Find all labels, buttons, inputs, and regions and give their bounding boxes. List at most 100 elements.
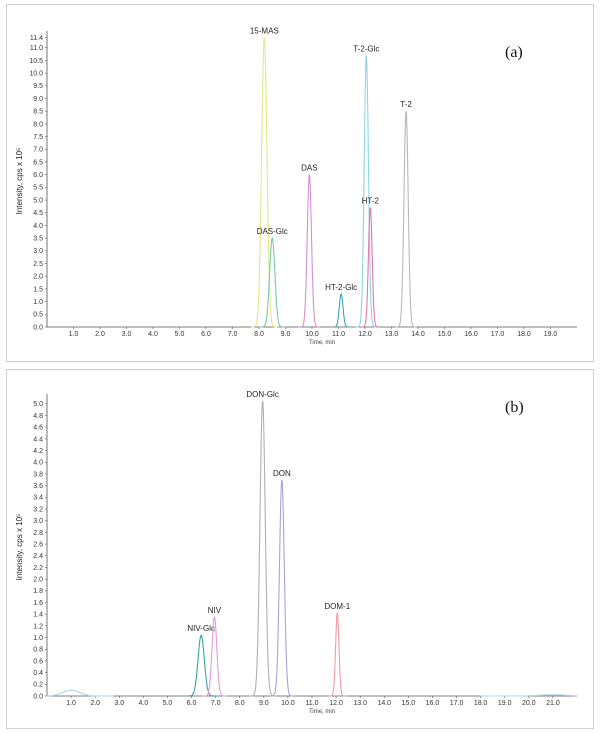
y-tick-label: 10.0	[29, 70, 43, 77]
y-tick-label: 3.5	[33, 236, 43, 243]
x-tick-label: 17.0	[450, 700, 464, 707]
y-tick-label: 2.4	[33, 553, 43, 560]
x-tick-label: 9.0	[281, 331, 291, 338]
chart-a-svg: 0.0 0.5 1.0 1.5 2.0 2.5 3.0 3.5 4.0 4.5 5.0 5.5 6.0 6…	[15, 27, 577, 346]
y-tick-label: 0.4	[33, 670, 43, 677]
x-tick-label: 21.0	[546, 700, 560, 707]
x-tick-label: 15.0	[438, 331, 452, 338]
x-tick-label: 7.0	[228, 331, 238, 338]
x-tick-label: 14.0	[411, 331, 425, 338]
x-tick-label: 3.0	[114, 700, 124, 707]
y-tick-label: 4.0	[33, 460, 43, 467]
y-tick-label: 0.0	[33, 693, 43, 700]
y-tick-label: 6.0	[33, 172, 43, 179]
chromatogram-panel-a: 0.0 0.5 1.0 1.5 2.0 2.5 3.0 3.5 4.0 4.5 5.0 5.5 6.0 6…	[6, 4, 594, 362]
peak-trace	[328, 611, 346, 697]
y-tick-label: 5.0	[33, 401, 43, 408]
y-tick-label: 9.0	[33, 96, 43, 103]
x-tick-label: 4.0	[138, 700, 148, 707]
x-tick-label: 6.0	[201, 331, 211, 338]
y-tick-label: 4.8	[33, 413, 43, 420]
x-tick-label: 19.0	[498, 700, 512, 707]
y-tick-label: 1.0	[33, 635, 43, 642]
y-tick-label: 3.0	[33, 248, 43, 255]
peak-label: NIV	[208, 606, 222, 615]
peak-trace	[298, 174, 320, 328]
x-tick-label: 18.0	[517, 331, 531, 338]
y-tick-label: 7.5	[33, 134, 43, 141]
y-tick-label: 3.8	[33, 471, 43, 478]
x-tick-label: 12.0	[358, 331, 372, 338]
y-tick-label: 4.4	[33, 436, 43, 443]
x-tick-label: 12.0	[329, 700, 343, 707]
x-tick-label: 8.0	[254, 331, 264, 338]
x-tick-label: 7.0	[211, 700, 221, 707]
y-tick-label: 8.5	[33, 109, 43, 116]
y-tick-label: 2.2	[33, 565, 43, 572]
panel-label: (a)	[505, 44, 523, 61]
x-tick-label: 11.0	[305, 700, 318, 707]
x-tick-label: 5.0	[163, 700, 173, 707]
peak-label: DOM-1	[324, 602, 350, 611]
y-tick-label: 2.0	[33, 577, 43, 584]
y-tick-label: 0.6	[33, 658, 43, 665]
peak-trace	[259, 236, 286, 328]
y-tick-label: 4.5	[33, 210, 43, 217]
peak-label: 15-MAS	[250, 27, 279, 36]
peak-label: HT-2	[362, 197, 380, 206]
x-tick-label: 15.0	[402, 700, 416, 707]
x-tick-label: 10.0	[305, 331, 319, 338]
y-tick-label: 1.2	[33, 623, 43, 630]
y-tick-label: 10.5	[29, 58, 43, 65]
peak-label: HT-2-Glc	[325, 283, 357, 292]
peak-label: T-2-Glc	[353, 44, 379, 53]
x-tick-label: 6.0	[187, 700, 197, 707]
y-tick-label: 0.8	[33, 647, 43, 654]
x-tick-label: 13.0	[353, 700, 367, 707]
peak-trace	[361, 207, 380, 328]
x-tick-label: 16.0	[426, 700, 440, 707]
peak-label: DAS-Glc	[257, 227, 288, 236]
peak-trace	[269, 479, 294, 697]
y-tick-label: 1.5	[33, 286, 43, 293]
peak-label: DON-Glc	[246, 390, 278, 399]
x-tick-label: 20.0	[522, 700, 536, 707]
y-tick-label: 2.6	[33, 541, 43, 548]
y-tick-label: 5.0	[33, 197, 43, 204]
x-axis-title: Time, min	[309, 340, 335, 346]
y-tick-label: 1.4	[33, 612, 43, 619]
peak-trace	[395, 111, 417, 328]
x-tick-label: 5.0	[175, 331, 185, 338]
peak-trace	[480, 694, 578, 697]
x-tick-label: 1.0	[66, 700, 76, 707]
peak-trace	[202, 615, 227, 697]
y-tick-label: 2.8	[33, 530, 43, 537]
y-tick-label: 6.5	[33, 159, 43, 166]
y-tick-label: 3.6	[33, 483, 43, 490]
y-tick-label: 1.6	[33, 600, 43, 607]
x-tick-label: 17.0	[491, 331, 505, 338]
x-tick-label: 8.0	[235, 700, 245, 707]
y-tick-label: 7.0	[33, 147, 43, 154]
peak-trace	[355, 55, 377, 328]
x-tick-label: 16.0	[464, 331, 478, 338]
x-tick-label: 1.0	[69, 331, 79, 338]
peak-label: T-2	[400, 100, 412, 109]
peak-trace	[46, 689, 114, 697]
y-axis-title: Intensity, cps x 10⁵	[15, 148, 24, 215]
y-tick-label: 4.2	[33, 448, 43, 455]
peak-trace	[331, 293, 351, 328]
x-tick-label: 14.0	[377, 700, 391, 707]
y-tick-label: 4.6	[33, 425, 43, 432]
x-axis-title: Time, min	[309, 709, 335, 715]
x-tick-label: 3.0	[122, 331, 132, 338]
x-tick-label: 2.0	[95, 331, 105, 338]
peak-label: DAS	[301, 164, 317, 173]
y-tick-label: 4.0	[33, 223, 43, 230]
chart-b-svg: 0.0 0.2 0.4 0.6 0.8 1.0 1.2 1.4 1.6 1.8 2.0 2.2 2.4 2…	[15, 390, 578, 715]
x-tick-label: 13.0	[385, 331, 399, 338]
x-tick-label: 19.0	[544, 331, 558, 338]
peak-trace	[185, 634, 217, 697]
y-tick-label: 3.4	[33, 495, 43, 502]
y-tick-label: 3.0	[33, 518, 43, 525]
